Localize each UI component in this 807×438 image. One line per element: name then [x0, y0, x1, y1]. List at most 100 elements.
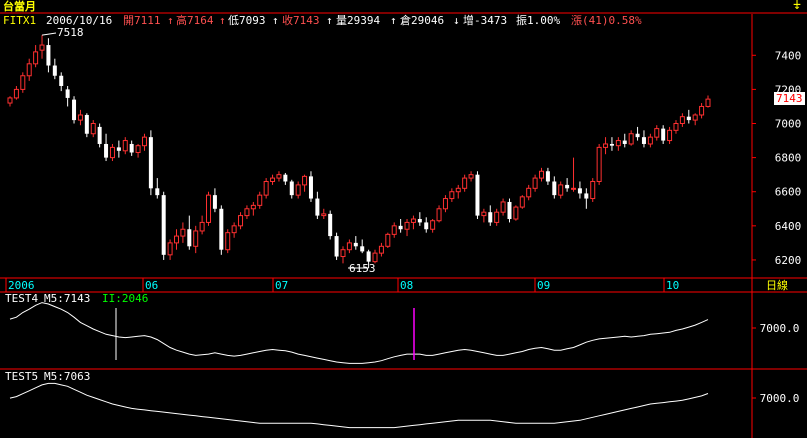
date-label: 2006/10/16 [46, 14, 113, 27]
candle-body [206, 194, 212, 223]
candle-body [20, 75, 26, 90]
x-tick-label: 10 [666, 279, 679, 292]
candle-body [609, 143, 614, 146]
candle-body [13, 88, 19, 99]
candle-body [552, 181, 557, 196]
candle-body [84, 114, 89, 134]
up-arrow-icon: ↑ [167, 14, 174, 27]
candle-body [33, 51, 39, 65]
candle-body [539, 170, 545, 179]
candle-body [622, 140, 627, 144]
candle-body [212, 195, 217, 209]
candle-body [436, 208, 442, 222]
candle-body [455, 187, 461, 193]
candle-body [308, 176, 313, 199]
candle-body [647, 136, 653, 145]
x-tick-label: 09 [537, 279, 550, 292]
y-tick-label: 6200 [775, 254, 802, 267]
candle-body [193, 230, 199, 247]
candle-body [494, 211, 500, 223]
candle-body [97, 126, 102, 144]
close-label: 收7143 [282, 14, 320, 27]
candle-body [302, 175, 308, 186]
candle-body [449, 191, 455, 200]
candle-body [65, 89, 70, 98]
candle-body [244, 208, 250, 217]
candle-body [250, 204, 256, 210]
candle-body [104, 143, 109, 158]
candle-body [584, 193, 589, 199]
candle-body [468, 174, 474, 179]
candle-body [328, 213, 333, 237]
candle-body [276, 174, 282, 179]
x-tick-label: 08 [400, 279, 413, 292]
candle-body [334, 236, 339, 257]
up-arrow-icon: ↑ [390, 14, 397, 27]
candle-body [52, 65, 57, 76]
candle-body [507, 201, 512, 220]
candle-body [424, 222, 429, 230]
candle-body [590, 180, 596, 200]
y-tick-label: 6600 [775, 186, 802, 199]
candle-body [615, 140, 621, 147]
candle-body [410, 218, 416, 223]
candle-body [673, 123, 679, 131]
oi-label: 倉29046 [400, 14, 445, 27]
candle-body [686, 116, 691, 121]
candle-body [596, 146, 602, 182]
candle-body [141, 136, 147, 147]
timeframe-label[interactable]: 日線 [766, 279, 788, 292]
candle-body [641, 137, 646, 144]
candle-body [654, 128, 660, 138]
candle-body [603, 143, 609, 148]
x-tick-label: 06 [145, 279, 158, 292]
candle-body [90, 123, 96, 135]
x-tick-label: 2006 [8, 279, 35, 292]
candle-body [526, 187, 532, 198]
up-arrow-icon: ↑ [272, 14, 279, 27]
test5-title: TEST5 [5, 370, 39, 383]
candle-body [340, 249, 346, 258]
candle-body [679, 116, 685, 125]
candle-body [699, 105, 705, 116]
candle-body [391, 225, 397, 235]
change-label: 漲(41)0.58% [571, 14, 642, 27]
up-arrow-icon: ↑ [219, 14, 226, 27]
candle-body [692, 114, 698, 121]
candle-body [513, 206, 519, 220]
candle-body [187, 229, 192, 247]
arrow-down-icon[interactable]: ⍖ [793, 0, 801, 13]
candle-body [289, 181, 294, 196]
y-tick-label: 6800 [775, 152, 802, 165]
candle-body [404, 221, 410, 230]
y-tick-label: 7000 [775, 118, 802, 131]
low-label: 低7093 [228, 14, 266, 27]
candle-body [116, 147, 121, 151]
candle-body [315, 198, 320, 216]
candle-body [257, 194, 263, 206]
candle-body [109, 146, 115, 159]
candle-body [442, 198, 448, 210]
y-tick-label: 6400 [775, 220, 802, 233]
candle-body [295, 184, 301, 196]
volume-label: 量29394 [336, 14, 381, 27]
test4-ii: II:2046 [102, 292, 149, 305]
candle-body [705, 98, 711, 107]
candle-body [545, 171, 550, 182]
test5-axis-label: 7000.0 [759, 392, 800, 405]
high-marker-label: 7518 [57, 26, 84, 39]
candle-body [481, 211, 487, 217]
candle-body [180, 228, 186, 237]
candle-body [59, 75, 64, 86]
y-tick-label: 7400 [775, 49, 802, 62]
candle-body [661, 128, 666, 141]
high-label: 高7164 [176, 14, 214, 27]
candle-body [565, 184, 570, 189]
candle-body [346, 242, 352, 251]
candle-body [199, 221, 205, 232]
test5-line [9, 382, 709, 429]
candle-body [635, 133, 640, 138]
up-arrow-icon: ↑ [326, 14, 333, 27]
candle-body [77, 114, 83, 121]
